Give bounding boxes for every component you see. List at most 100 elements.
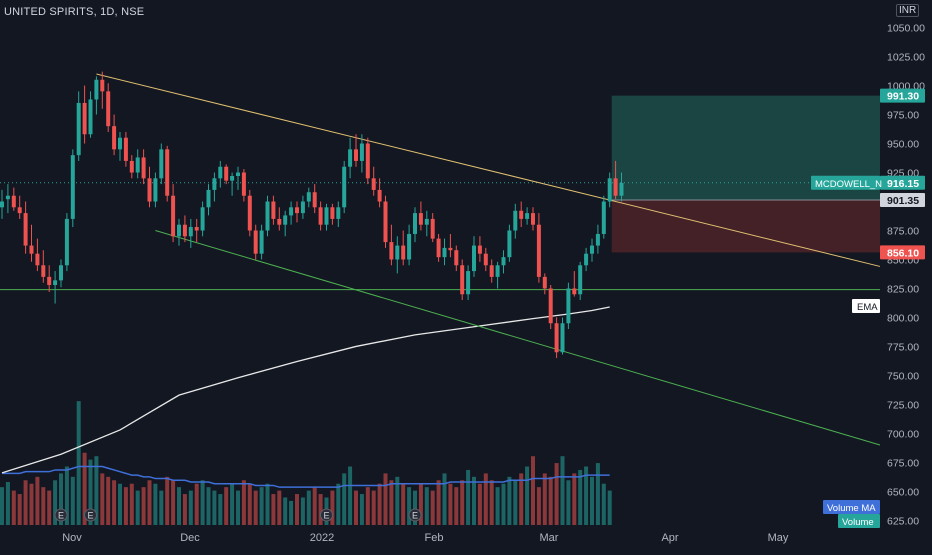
candle-body: [265, 201, 270, 231]
candle-body: [613, 178, 618, 196]
volume-bar: [253, 490, 258, 525]
candle-body: [171, 195, 176, 237]
volume-bar: [289, 500, 294, 525]
volume-bar: [147, 480, 152, 525]
volume-legend-box: [838, 514, 880, 528]
volume-bar: [64, 466, 69, 525]
event-marker-badge: [84, 508, 97, 522]
candle-body: [483, 253, 488, 266]
volume-bar: [454, 487, 459, 525]
event-marker-label: E: [412, 511, 418, 521]
volume-bar: [76, 401, 81, 525]
price-label-last: 916.15: [880, 175, 925, 190]
volume-bar: [194, 483, 199, 525]
x-tick-label: Dec: [180, 532, 200, 544]
volume-bar: [318, 494, 323, 525]
candle-body: [247, 195, 252, 231]
candle-body: [566, 288, 571, 324]
volume-bar: [348, 466, 353, 525]
x-tick-label: 2022: [310, 532, 334, 544]
price-label-text: 901.35: [887, 195, 919, 207]
y-tick-label: 875.00: [887, 225, 919, 237]
volume-bar: [171, 480, 176, 525]
volume-bar: [560, 456, 565, 525]
candle-body: [29, 245, 34, 254]
volume-bar: [41, 487, 46, 525]
symbol-tag-box: [811, 175, 880, 190]
volume-bar: [70, 476, 75, 525]
volume-bar: [336, 483, 341, 525]
candle-body: [112, 126, 117, 150]
volume-bar: [354, 490, 358, 525]
candle-body: [212, 178, 217, 190]
event-marker-badge: [54, 508, 68, 522]
candle-body: [324, 207, 329, 225]
volume-bar: [200, 480, 205, 525]
volume-bar: [371, 490, 376, 525]
candle-body: [182, 224, 187, 237]
candle-body: [277, 218, 282, 225]
candle-body: [354, 149, 358, 161]
candle-body: [218, 166, 223, 179]
volume-bar: [312, 487, 317, 525]
volume-bar: [436, 480, 441, 525]
candle-body: [371, 178, 376, 190]
support-trendline: [155, 230, 881, 446]
price-label-text: 916.15: [887, 178, 919, 190]
y-tick-label: 650.00: [887, 486, 919, 498]
candle-body: [253, 230, 258, 254]
candle-body: [129, 160, 134, 173]
candle-body: [70, 155, 75, 219]
candle-body: [513, 210, 518, 231]
volume-bar: [495, 487, 500, 525]
volume-bar: [5, 482, 10, 525]
candle-body: [230, 176, 235, 181]
volume-bar: [401, 483, 406, 525]
candle-body: [106, 91, 111, 127]
volume-bar: [531, 456, 535, 525]
volume-bar: [395, 476, 400, 525]
candle-body: [466, 271, 471, 295]
volume-bar: [277, 490, 282, 525]
candle-body: [159, 149, 164, 179]
candle-body: [35, 253, 40, 266]
candle-body: [306, 192, 311, 202]
candle-body: [418, 213, 423, 225]
candle-body: [0, 201, 4, 208]
volume-bar: [472, 476, 476, 525]
volume-bar: [11, 490, 16, 525]
volume-bar: [389, 480, 394, 525]
candle-body: [507, 230, 512, 258]
event-marker-label: E: [323, 511, 329, 521]
volume-bar: [413, 490, 417, 525]
volume-bar: [377, 483, 382, 525]
volume-bar: [466, 469, 471, 525]
price-label-box: [880, 175, 925, 190]
candle-body: [536, 224, 541, 277]
volume-bar: [17, 494, 22, 525]
x-tick-label: May: [768, 532, 789, 544]
candle-body: [141, 157, 146, 179]
volume-bar: [259, 487, 264, 525]
candle-body: [454, 250, 459, 266]
candle-body: [595, 233, 600, 246]
volume-bar: [507, 476, 512, 525]
candle-body: [395, 245, 400, 260]
volume-bar: [212, 490, 217, 525]
event-marker-label: E: [58, 511, 64, 521]
candle-body: [489, 265, 494, 277]
candle-body: [436, 238, 441, 258]
candle-body: [460, 265, 465, 295]
volume-bar: [153, 483, 158, 525]
candle-body: [572, 288, 577, 295]
candle-body: [147, 178, 152, 202]
x-tick-label: Apr: [661, 532, 678, 544]
candle-body: [601, 201, 606, 234]
candle-body: [17, 207, 22, 214]
currency-button[interactable]: INR: [896, 4, 920, 17]
candle-body: [177, 224, 181, 237]
candle-body: [401, 245, 406, 260]
candle-body: [64, 218, 69, 266]
